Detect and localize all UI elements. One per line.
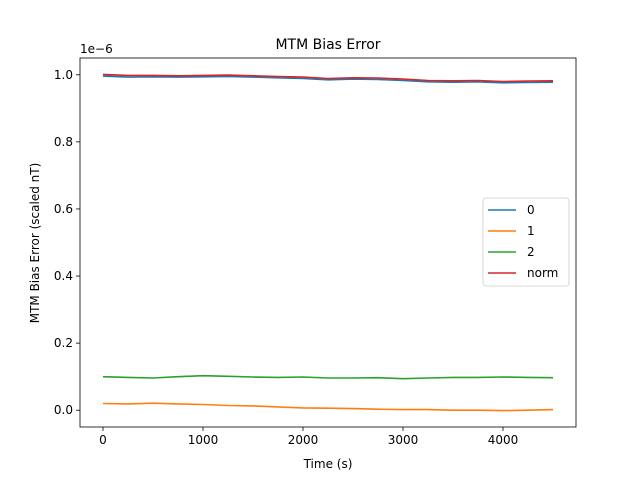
y-tick-label: 0.0 — [54, 403, 73, 417]
legend: 0 1 2 norm — [482, 197, 570, 287]
x-tick-label: 2000 — [288, 433, 319, 447]
chart-title: MTM Bias Error — [275, 37, 380, 53]
series-line-0 — [102, 75, 554, 84]
x-tick-label: 0 — [99, 433, 107, 447]
legend-box — [482, 197, 570, 287]
plot-area — [79, 57, 577, 428]
y-axis: 0.0 0.2 0.4 0.6 0.8 1.0 — [54, 68, 80, 417]
x-tick-label: 3000 — [388, 433, 419, 447]
y-axis-label: MTM Bias Error (scaled nT) — [28, 163, 42, 324]
y-tick-label: 0.6 — [54, 202, 73, 216]
x-axis: 0 1000 2000 3000 4000 — [99, 427, 518, 447]
x-tick-label: 4000 — [488, 433, 519, 447]
legend-label-0: 0 — [527, 203, 535, 217]
x-axis-label: Time (s) — [303, 457, 353, 471]
legend-label-1: 1 — [527, 224, 535, 238]
legend-label-norm: norm — [527, 266, 558, 280]
y-tick-label: 0.4 — [54, 269, 73, 283]
y-tick-label: 0.2 — [54, 336, 73, 350]
axes-frame — [79, 57, 577, 428]
series-line-1 — [102, 402, 554, 412]
y-offset-label: 1e−6 — [80, 42, 113, 56]
y-tick-label: 0.8 — [54, 135, 73, 149]
series-line-norm — [102, 73, 554, 83]
legend-label-2: 2 — [527, 245, 535, 259]
series-line-2 — [102, 374, 554, 380]
x-tick-label: 1000 — [188, 433, 219, 447]
y-tick-label: 1.0 — [54, 68, 73, 82]
